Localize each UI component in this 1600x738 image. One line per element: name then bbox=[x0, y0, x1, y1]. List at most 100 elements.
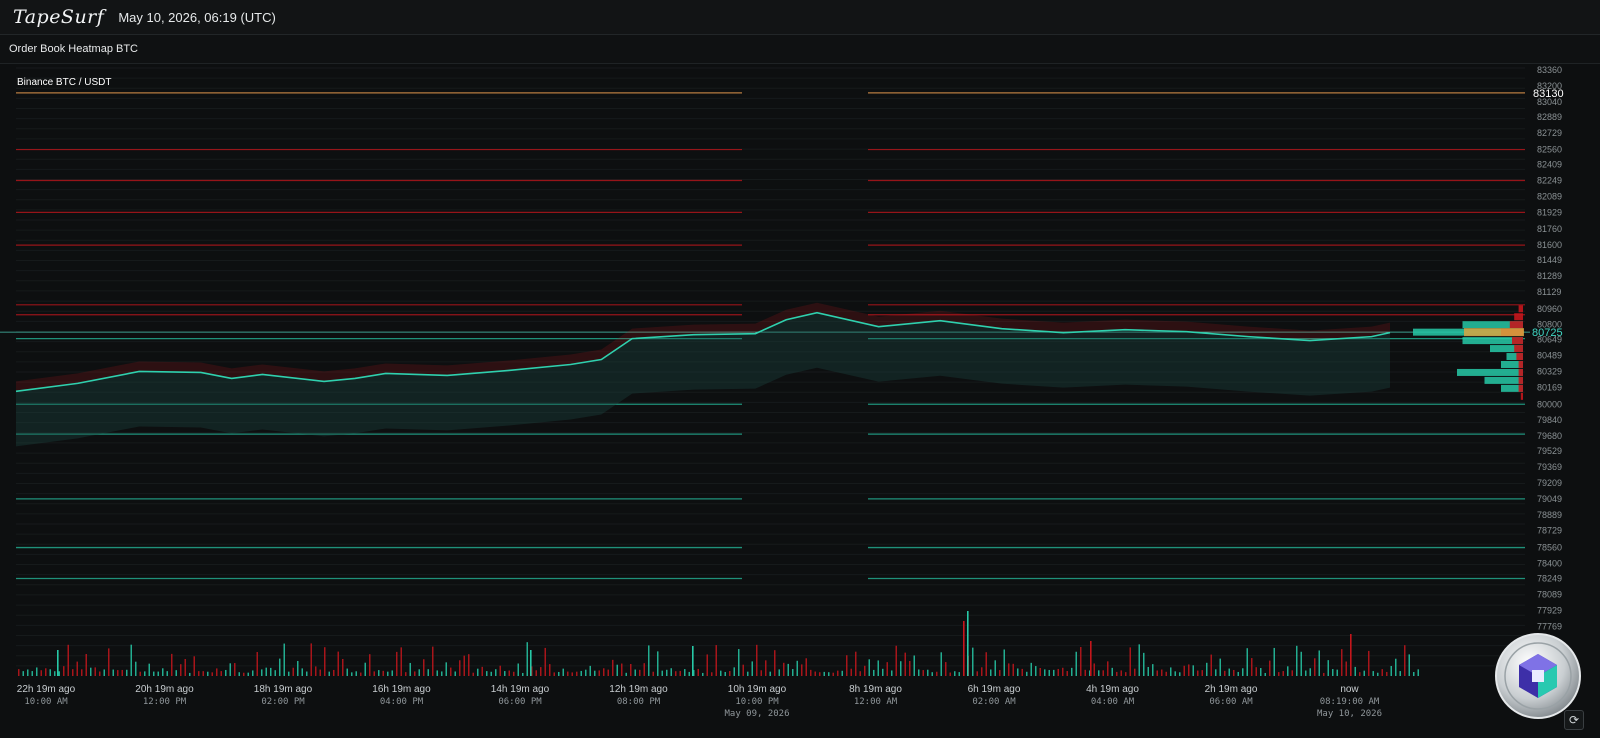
volume-bar bbox=[666, 669, 668, 676]
volume-bar bbox=[153, 671, 155, 676]
volume-bar bbox=[225, 669, 227, 676]
depth-bid-bar bbox=[1462, 337, 1523, 345]
volume-bar bbox=[1233, 669, 1235, 676]
volume-bar bbox=[796, 660, 798, 676]
volume-bar bbox=[1026, 671, 1028, 676]
volume-bar bbox=[265, 667, 267, 676]
volume-bar bbox=[279, 658, 281, 676]
y-tick-label: 81760 bbox=[1537, 224, 1562, 234]
volume-bar bbox=[54, 671, 56, 676]
depth-ask-bar bbox=[1509, 321, 1523, 329]
volume-bar bbox=[423, 659, 425, 676]
volume-bar bbox=[31, 671, 33, 676]
depth-ask-bar bbox=[1518, 305, 1523, 313]
y-tick-label: 81600 bbox=[1537, 240, 1562, 250]
volume-bar bbox=[1404, 645, 1406, 676]
depth-bid-bar bbox=[1501, 384, 1523, 392]
volume-bar bbox=[1143, 652, 1145, 676]
volume-bar bbox=[193, 656, 195, 676]
y-tick-label: 82249 bbox=[1537, 176, 1562, 186]
x-tick-time-label: 04:00 PM bbox=[380, 697, 424, 707]
volume-bar bbox=[445, 662, 447, 676]
volume-bar bbox=[166, 671, 168, 676]
volume-bar bbox=[639, 669, 641, 676]
volume-bar bbox=[1134, 668, 1136, 676]
reset-view-button[interactable]: ⟳ bbox=[1564, 710, 1584, 730]
x-tick-relative-label: now bbox=[1340, 684, 1359, 695]
volume-bar bbox=[1030, 662, 1032, 676]
volume-bar bbox=[810, 669, 812, 676]
volume-bar bbox=[544, 647, 546, 676]
volume-bar bbox=[900, 661, 902, 676]
volume-bar bbox=[1197, 670, 1199, 676]
volume-bar bbox=[1359, 672, 1361, 676]
volume-bar bbox=[756, 644, 758, 676]
volume-bar bbox=[1224, 670, 1226, 676]
y-tick-label: 77769 bbox=[1537, 621, 1562, 631]
volume-bar bbox=[495, 669, 497, 676]
volume-bar bbox=[355, 671, 357, 676]
volume-bar bbox=[1354, 666, 1356, 676]
volume-bar bbox=[63, 666, 65, 676]
volume-bar bbox=[760, 670, 762, 676]
volume-bar bbox=[733, 667, 735, 676]
volume-bar bbox=[238, 672, 240, 676]
volume-bar bbox=[508, 670, 510, 676]
volume-bar bbox=[1071, 667, 1073, 676]
volume-bar bbox=[805, 658, 807, 676]
volume-bar bbox=[1003, 649, 1005, 676]
volume-bar bbox=[1395, 658, 1397, 676]
y-tick-label: 82409 bbox=[1537, 160, 1562, 170]
volume-bar bbox=[58, 671, 60, 676]
y-tick-label: 78089 bbox=[1537, 589, 1562, 599]
volume-bar bbox=[157, 671, 159, 676]
current-price-label: 80725 bbox=[1532, 327, 1563, 339]
volume-bar bbox=[81, 669, 83, 676]
volume-bar bbox=[1345, 661, 1347, 676]
volume-bar bbox=[342, 658, 344, 676]
x-tick-relative-label: 22h 19m ago bbox=[17, 684, 76, 695]
y-tick-label: 79529 bbox=[1537, 446, 1562, 456]
y-tick-label: 79680 bbox=[1537, 431, 1562, 441]
volume-bar bbox=[18, 669, 20, 676]
volume-bar bbox=[868, 659, 870, 676]
heatmap-chart[interactable]: 83360 83200 83040 82889 82729 82560 82409 82249… bbox=[0, 64, 1600, 738]
volume-bar bbox=[175, 670, 177, 676]
volume-bar bbox=[103, 669, 105, 676]
volume-bar bbox=[1215, 669, 1217, 676]
volume-bar bbox=[607, 669, 609, 676]
volume-bar bbox=[256, 652, 258, 676]
volume-bar bbox=[1305, 670, 1307, 676]
volume-bar bbox=[895, 645, 897, 676]
volume-bar bbox=[576, 671, 578, 676]
app-logo[interactable]: TapeSurf bbox=[13, 6, 105, 28]
volume-bar bbox=[189, 672, 191, 676]
volume-bar bbox=[409, 662, 411, 676]
volume-bar bbox=[1170, 667, 1172, 676]
volume-bar bbox=[1152, 664, 1154, 676]
volume-bar bbox=[1206, 662, 1208, 676]
volume-bar bbox=[1309, 668, 1311, 676]
volume-bar bbox=[1102, 670, 1104, 676]
x-tick-relative-label: 20h 19m ago bbox=[135, 684, 194, 695]
y-tick-label: 81289 bbox=[1537, 271, 1562, 281]
x-tick-relative-label: 12h 19m ago bbox=[609, 684, 668, 695]
volume-spike-bar bbox=[692, 646, 694, 676]
volume-bar bbox=[954, 671, 956, 676]
volume-bar bbox=[121, 669, 123, 676]
volume-bar bbox=[990, 669, 992, 676]
depth-current-bar bbox=[1464, 328, 1524, 337]
volume-bar bbox=[1278, 672, 1280, 676]
volume-bar bbox=[1408, 654, 1410, 676]
volume-bar bbox=[283, 643, 285, 676]
volume-bar bbox=[927, 669, 929, 676]
volume-bar bbox=[288, 671, 290, 676]
volume-bar bbox=[724, 671, 726, 676]
heatmap-svg[interactable]: 83360 83200 83040 82889 82729 82560 82409 82249… bbox=[0, 64, 1600, 738]
volume-bar bbox=[1138, 644, 1140, 676]
volume-bar bbox=[234, 663, 236, 676]
volume-bar bbox=[1219, 658, 1221, 676]
volume-bar bbox=[1269, 660, 1271, 676]
volume-bar bbox=[90, 667, 92, 676]
volume-bar bbox=[1129, 647, 1131, 676]
